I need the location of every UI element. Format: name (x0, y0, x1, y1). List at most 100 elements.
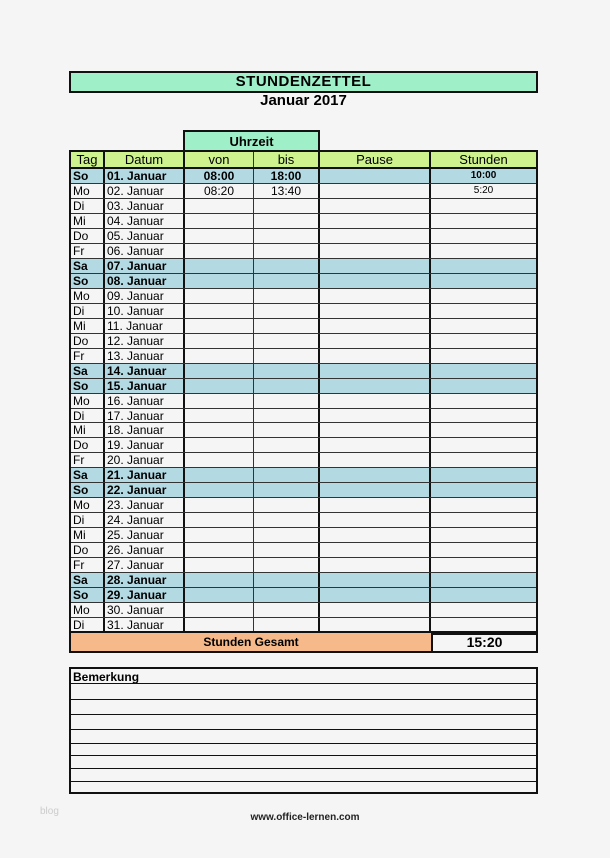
cell-pause[interactable] (320, 603, 431, 618)
cell-bis[interactable] (254, 333, 320, 348)
remarks-line[interactable] (71, 743, 536, 744)
cell-pause[interactable] (320, 468, 431, 483)
cell-pause[interactable] (320, 588, 431, 603)
cell-pause[interactable] (320, 213, 431, 228)
cell-von[interactable] (185, 498, 254, 513)
cell-bis[interactable] (254, 453, 320, 468)
cell-von[interactable]: 08:00 (185, 169, 254, 183)
cell-stunden[interactable] (431, 304, 536, 318)
cell-von[interactable] (185, 198, 254, 213)
cell-stunden[interactable] (431, 259, 536, 273)
cell-stunden[interactable] (431, 573, 536, 587)
cell-bis[interactable] (254, 543, 320, 558)
cell-von[interactable] (185, 273, 254, 288)
cell-stunden[interactable] (431, 603, 536, 617)
cell-von[interactable] (185, 438, 254, 453)
cell-stunden[interactable] (431, 364, 536, 378)
cell-pause[interactable] (320, 183, 431, 198)
cell-bis[interactable] (254, 498, 320, 513)
cell-bis[interactable] (254, 573, 320, 588)
cell-pause[interactable] (320, 378, 431, 393)
cell-von[interactable] (185, 393, 254, 408)
cell-pause[interactable] (320, 318, 431, 333)
cell-bis[interactable] (254, 273, 320, 288)
cell-pause[interactable] (320, 573, 431, 588)
cell-stunden[interactable] (431, 453, 536, 467)
cell-pause[interactable] (320, 258, 431, 273)
cell-pause[interactable] (320, 618, 431, 634)
cell-von[interactable] (185, 333, 254, 348)
cell-pause[interactable] (320, 513, 431, 528)
cell-stunden[interactable] (431, 334, 536, 348)
cell-bis[interactable] (254, 483, 320, 498)
cell-pause[interactable] (320, 543, 431, 558)
cell-stunden[interactable]: 5:20 (473, 184, 494, 196)
cell-stunden[interactable] (431, 319, 536, 333)
cell-von[interactable] (185, 408, 254, 423)
cell-von[interactable] (185, 483, 254, 498)
cell-bis[interactable] (254, 198, 320, 213)
cell-von[interactable] (185, 603, 254, 618)
cell-pause[interactable] (320, 348, 431, 363)
cell-von[interactable] (185, 468, 254, 483)
cell-bis[interactable] (254, 363, 320, 378)
cell-stunden[interactable] (431, 409, 536, 423)
cell-bis[interactable] (254, 513, 320, 528)
cell-bis[interactable] (254, 423, 320, 438)
remarks-line[interactable] (71, 683, 536, 684)
cell-von[interactable] (185, 363, 254, 378)
cell-stunden[interactable] (431, 423, 536, 437)
cell-bis[interactable] (254, 303, 320, 318)
cell-pause[interactable] (320, 408, 431, 423)
cell-von[interactable] (185, 243, 254, 258)
cell-bis[interactable] (254, 528, 320, 543)
cell-stunden[interactable] (431, 379, 536, 393)
cell-bis[interactable]: 18:00 (254, 169, 320, 183)
cell-von[interactable] (185, 453, 254, 468)
cell-pause[interactable] (320, 363, 431, 378)
remarks-line[interactable] (71, 714, 536, 715)
cell-stunden[interactable] (431, 289, 536, 303)
cell-von[interactable] (185, 513, 254, 528)
cell-bis[interactable] (254, 258, 320, 273)
cell-pause[interactable] (320, 198, 431, 213)
cell-stunden[interactable] (431, 244, 536, 258)
cell-von[interactable] (185, 288, 254, 303)
cell-bis[interactable] (254, 243, 320, 258)
cell-pause[interactable] (320, 273, 431, 288)
cell-bis[interactable] (254, 618, 320, 634)
cell-stunden[interactable] (431, 468, 536, 482)
cell-stunden[interactable] (431, 528, 536, 542)
cell-bis[interactable]: 13:40 (254, 183, 320, 198)
cell-bis[interactable] (254, 228, 320, 243)
cell-pause[interactable] (320, 453, 431, 468)
cell-stunden[interactable] (431, 543, 536, 557)
cell-pause[interactable] (320, 423, 431, 438)
cell-stunden[interactable] (431, 588, 536, 602)
cell-stunden[interactable] (431, 199, 536, 213)
cell-von[interactable] (185, 573, 254, 588)
cell-stunden[interactable] (431, 274, 536, 288)
cell-bis[interactable] (254, 603, 320, 618)
cell-stunden[interactable] (431, 558, 536, 572)
remarks-line[interactable] (71, 768, 536, 769)
cell-stunden[interactable] (431, 438, 536, 452)
cell-bis[interactable] (254, 408, 320, 423)
total-value[interactable]: 15:20 (466, 634, 503, 650)
cell-von[interactable] (185, 378, 254, 393)
cell-pause[interactable] (320, 333, 431, 348)
cell-von[interactable] (185, 543, 254, 558)
cell-stunden[interactable]: 10:00 (470, 170, 497, 181)
remarks-line[interactable] (71, 729, 536, 730)
cell-stunden[interactable] (431, 513, 536, 527)
cell-bis[interactable] (254, 393, 320, 408)
cell-bis[interactable] (254, 348, 320, 363)
cell-von[interactable] (185, 258, 254, 273)
cell-von[interactable] (185, 558, 254, 573)
cell-bis[interactable] (254, 318, 320, 333)
cell-bis[interactable] (254, 558, 320, 573)
cell-pause[interactable] (320, 303, 431, 318)
cell-von[interactable] (185, 228, 254, 243)
cell-von[interactable] (185, 423, 254, 438)
cell-pause[interactable] (320, 558, 431, 573)
